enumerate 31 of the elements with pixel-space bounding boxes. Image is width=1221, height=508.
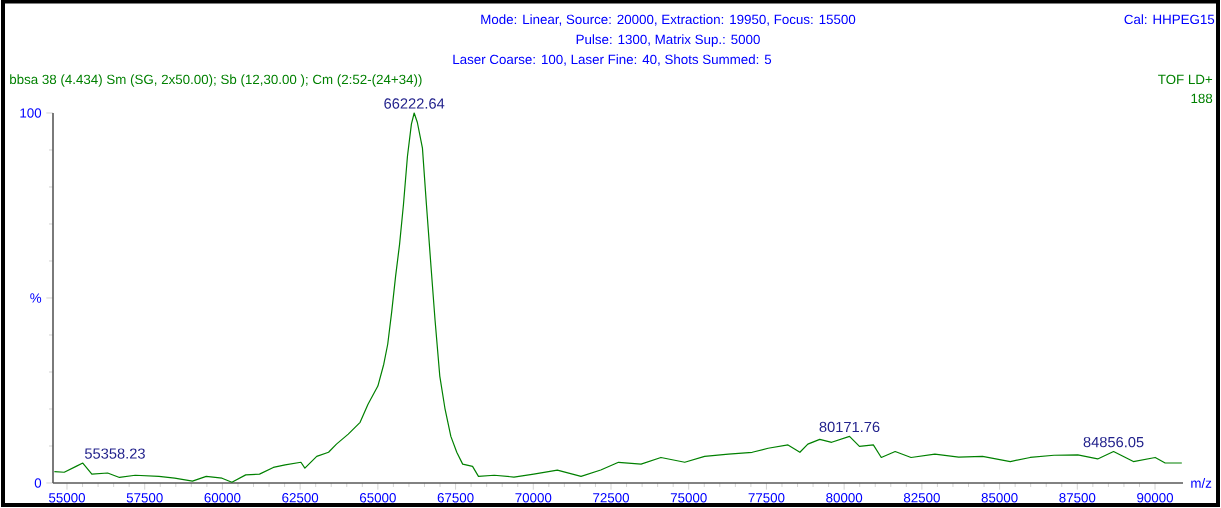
annotation: 84856.05 — [1083, 436, 1144, 448]
y-tick-label: 0 — [34, 478, 42, 488]
chart-subtitle: Pulse: 1300, Matrix Sup.: 5000 — [576, 34, 760, 47]
text: Cal: HHPEG15 — [1124, 14, 1215, 25]
annotation: 55358.23 — [84, 448, 145, 459]
annotation: 80171.76 — [819, 421, 880, 433]
text: bbsa 38 (4.434) Sm (SG, 2x50.00); Sb (12,30.00 ); Cm (2:52-(24+34)) — [10, 74, 422, 87]
x-tick-label: 72500 — [593, 493, 630, 503]
annotation: 66222.64 — [384, 98, 445, 109]
x-axis-title: m/z — [1191, 478, 1212, 488]
y-tick-label: 100 — [20, 108, 42, 118]
x-tick-label: 87500 — [1059, 493, 1096, 503]
x-tick-label: 55000 — [49, 493, 86, 503]
x-tick-label: 67500 — [437, 493, 474, 503]
x-tick-label: 80000 — [826, 493, 863, 503]
x-tick-label: 70000 — [515, 493, 552, 503]
x-tick-label: 75000 — [670, 493, 707, 503]
text: TOF LD+ — [1158, 74, 1213, 85]
text: 188 — [1191, 93, 1213, 104]
x-tick-label: 90000 — [1137, 493, 1174, 503]
chart-title: Mode: Linear, Source: 20000, Extraction: 19950, Focus: 15500 — [481, 14, 856, 26]
y-tick-label: % — [30, 293, 42, 303]
x-tick-label: 77500 — [748, 493, 785, 503]
x-tick-label: 65000 — [359, 493, 396, 503]
x-tick-label: 85000 — [981, 493, 1018, 503]
x-tick-label: 82500 — [903, 493, 940, 503]
x-tick-label: 62500 — [282, 493, 319, 503]
line-series — [53, 112, 1183, 483]
x-tick-label: 57500 — [126, 493, 163, 503]
x-tick-label: 60000 — [204, 493, 241, 503]
text: Laser Coarse: 100, Laser Fine: 40, Shots Summed: 5 — [453, 54, 772, 66]
